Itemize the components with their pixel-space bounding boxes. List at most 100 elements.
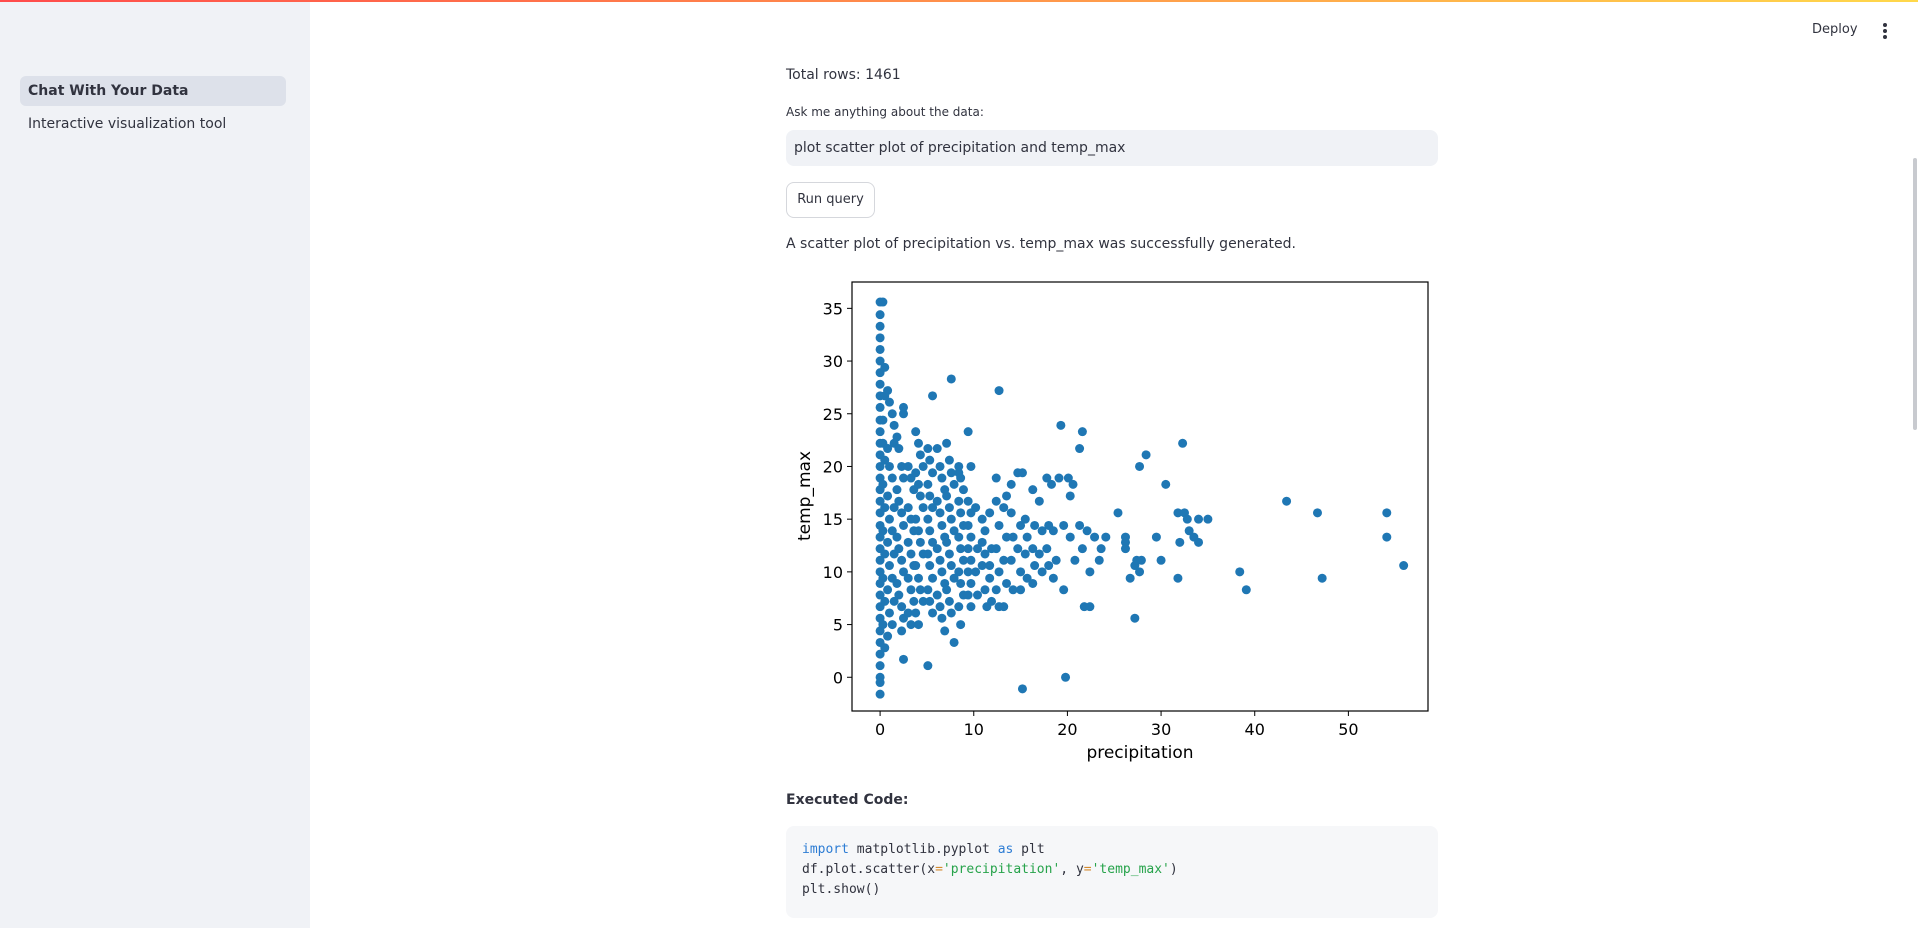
scatter-point	[875, 678, 885, 688]
scatter-point	[1077, 427, 1087, 437]
scatter-point	[894, 544, 904, 554]
scatter-point	[999, 555, 1009, 565]
scatter-point	[935, 508, 945, 518]
scatter-point	[994, 567, 1004, 577]
scatter-point	[887, 620, 897, 630]
scatter-point	[884, 514, 894, 524]
scatter-point	[897, 508, 907, 518]
scatter-point	[878, 620, 888, 630]
scatter-point	[880, 362, 890, 372]
scatter-point	[1020, 514, 1030, 524]
scatter-point	[991, 496, 1001, 506]
scatter-point	[971, 503, 981, 513]
scatter-point	[923, 661, 933, 671]
y-tick-label: 10	[823, 563, 843, 582]
y-tick-label: 15	[823, 510, 843, 529]
scatter-point	[1113, 508, 1123, 518]
scatter-point	[875, 496, 885, 506]
scatter-point	[935, 555, 945, 565]
scatter-point	[1030, 561, 1040, 571]
scatter-point	[887, 473, 897, 483]
scatter-point	[1008, 532, 1018, 542]
scatter-point	[1008, 585, 1018, 595]
scatter-point	[923, 514, 933, 524]
scatter-point	[1194, 537, 1204, 547]
scatter-point	[899, 409, 909, 419]
scatter-point	[1059, 520, 1069, 530]
scatter-point	[1194, 514, 1204, 524]
scatter-point	[875, 661, 885, 671]
scatter-point	[911, 427, 921, 437]
scatter-point	[991, 585, 1001, 595]
scatter-point	[883, 491, 893, 501]
sidebar-item-chat-with-your-data[interactable]: Chat With Your Data	[20, 76, 286, 106]
scatter-point	[985, 508, 995, 518]
scatter-point	[946, 608, 956, 618]
scatter-point	[897, 555, 907, 565]
scatter-point	[1317, 573, 1327, 583]
scatter-point	[963, 496, 973, 506]
scatter-point	[875, 689, 885, 699]
scatter-point	[887, 526, 897, 536]
scatter-point	[1068, 479, 1078, 489]
scatter-point	[1051, 555, 1061, 565]
scatter-point	[1382, 508, 1392, 518]
scatter-point	[956, 508, 966, 518]
scatter-point	[946, 374, 956, 384]
scatter-point	[883, 386, 893, 396]
scatter-point	[878, 415, 888, 425]
scatter-point	[1173, 508, 1183, 518]
scatter-point	[937, 520, 947, 530]
scatter-point	[1034, 549, 1044, 559]
scatter-point	[899, 402, 909, 412]
scatter-point	[925, 561, 935, 571]
query-input[interactable]: plot scatter plot of precipitation and t…	[786, 130, 1438, 166]
scatter-point	[884, 397, 894, 407]
y-axis-label: temp_max	[795, 451, 815, 541]
scatter-point	[913, 438, 923, 448]
scatter-point	[966, 461, 976, 471]
scatter-point	[949, 479, 959, 489]
scatter-point	[1048, 526, 1058, 536]
scatter-point	[1006, 555, 1016, 565]
scatter-point	[937, 473, 947, 483]
scatter-point	[911, 514, 921, 524]
scatter-point	[977, 561, 987, 571]
scatter-point	[937, 567, 947, 577]
scatter-point	[935, 602, 945, 612]
scatter-point	[1044, 561, 1054, 571]
deploy-button[interactable]: Deploy	[1812, 22, 1858, 37]
scatter-point	[987, 596, 997, 606]
scatter-point	[1061, 672, 1071, 682]
scatter-point	[1077, 544, 1087, 554]
scatter-point	[889, 596, 899, 606]
kebab-menu-icon[interactable]	[1876, 18, 1894, 44]
scatter-point	[899, 473, 909, 483]
scatter-point	[977, 514, 987, 524]
y-tick-label: 25	[823, 405, 843, 424]
scatter-point	[1037, 526, 1047, 536]
scatter-point	[963, 520, 973, 530]
scatter-point	[958, 485, 968, 495]
scrollbar[interactable]	[1913, 158, 1917, 430]
scatter-point	[911, 608, 921, 618]
scatter-point	[913, 573, 923, 583]
scatter-point	[966, 578, 976, 588]
scatter-point	[1120, 537, 1130, 547]
scatter-point	[875, 344, 885, 354]
scatter-point	[880, 503, 890, 513]
scatter-point	[1241, 585, 1251, 595]
scatter-point	[883, 444, 893, 454]
scatter-point	[1094, 555, 1104, 565]
scatter-point	[923, 444, 933, 454]
scatter-point	[942, 585, 952, 595]
scatter-point	[946, 561, 956, 571]
run-query-button[interactable]: Run query	[786, 182, 875, 218]
code-line-1: import matplotlib.pyplot as plt	[802, 842, 1045, 857]
scatter-point	[966, 602, 976, 612]
scatter-point	[875, 333, 885, 343]
scatter-point	[1006, 479, 1016, 489]
x-tick-label: 10	[964, 720, 984, 739]
scatter-point	[932, 544, 942, 554]
sidebar-item-interactive-visualization-tool[interactable]: Interactive visualization tool	[20, 109, 286, 139]
